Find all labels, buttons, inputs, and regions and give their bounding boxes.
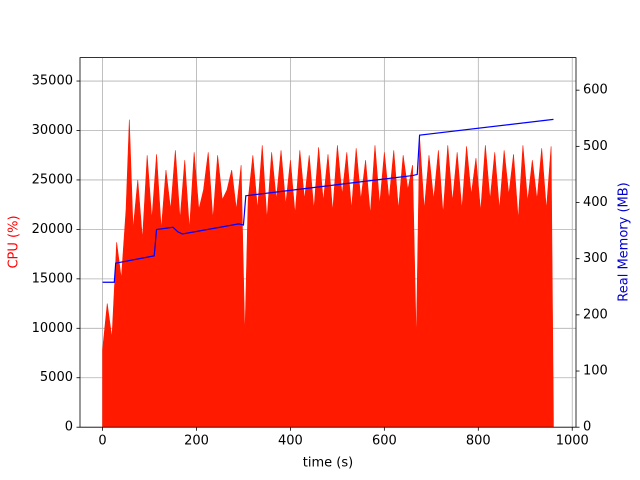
x-tick-label: 800 [466,434,491,449]
y-tick-label: 0 [65,420,73,435]
y-tick-label: 10000 [32,321,73,336]
x-tick-label: 600 [372,434,397,449]
y-tick-label: 25000 [32,172,73,187]
y-tick-label: 15000 [32,271,73,286]
y-tick-label: 20000 [32,222,73,237]
y2-tick-label: 400 [583,195,608,210]
y2-tick-label: 200 [583,307,608,322]
x-tick-label: 0 [98,434,106,449]
y-tick-label: 35000 [32,74,73,89]
y2-tick-label: 500 [583,139,608,154]
x-tick-label: 1000 [556,434,589,449]
x-tick-label: 200 [184,434,209,449]
plot-frame [79,57,577,428]
y2-tick-label: 100 [583,364,608,379]
y2-tick-label: 300 [583,251,608,266]
y2-tick-label: 600 [583,83,608,98]
y-tick-label: 30000 [32,123,73,138]
cpu-area [102,119,554,428]
x-tick-label: 400 [278,434,303,449]
y2-tick-label: 0 [583,420,591,435]
y2-axis-label: Real Memory (MB) [617,182,632,301]
x-axis-label: time (s) [303,456,353,471]
memory-line [102,118,554,283]
y-axis-label: CPU (%) [7,215,22,268]
y-tick-label: 5000 [40,370,73,385]
